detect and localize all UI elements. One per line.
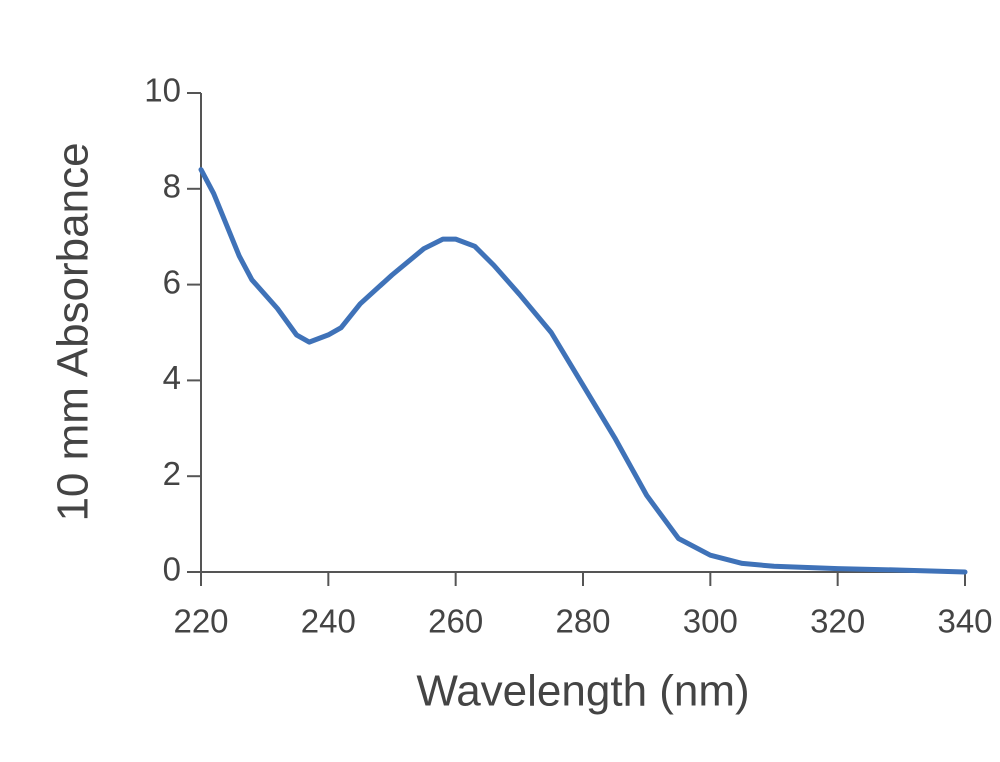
x-tick-label: 340 — [937, 603, 992, 640]
y-axis-label: 10 mm Absorbance — [49, 142, 98, 521]
y-tick-label: 8 — [163, 168, 181, 205]
x-tick-label: 280 — [555, 603, 610, 640]
y-tick-label: 10 — [144, 72, 181, 109]
y-tick-label: 4 — [163, 359, 181, 396]
x-tick-label: 220 — [173, 603, 228, 640]
axis-line — [200, 93, 965, 573]
x-tick-label: 240 — [301, 603, 356, 640]
x-tick-label: 300 — [683, 603, 738, 640]
y-tick-label: 2 — [163, 455, 181, 492]
y-tick-label: 0 — [163, 551, 181, 588]
y-tick-label: 6 — [163, 263, 181, 300]
x-tick-label: 260 — [428, 603, 483, 640]
x-axis-label: Wavelength (nm) — [416, 667, 749, 716]
data-line — [198, 167, 968, 575]
x-tick-label: 320 — [810, 603, 865, 640]
